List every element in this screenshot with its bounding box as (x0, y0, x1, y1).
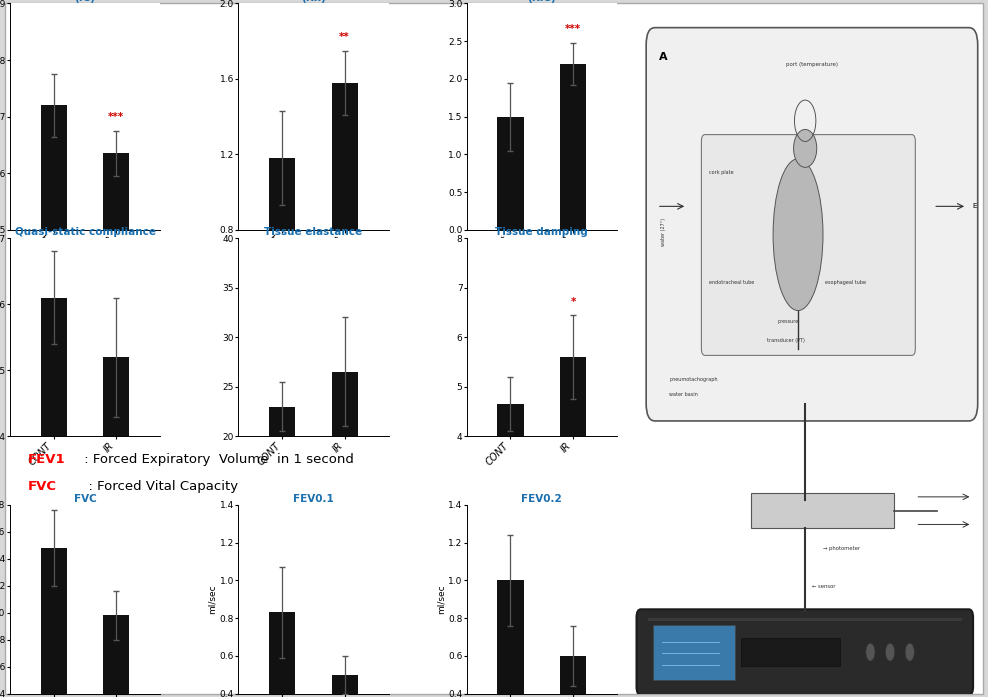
Bar (103, 357, 129, 697)
Bar (497, 116, 524, 230)
Bar (41, 548, 67, 697)
Text: water basin: water basin (669, 392, 699, 397)
Bar (332, 675, 358, 694)
Text: ***: *** (565, 24, 581, 33)
Bar (332, 372, 358, 436)
Text: A: A (659, 52, 667, 62)
Text: endotracheal tube: endotracheal tube (708, 279, 754, 285)
Bar (560, 64, 586, 230)
Text: port (temperature): port (temperature) (785, 62, 838, 67)
Bar (103, 153, 129, 513)
Ellipse shape (773, 159, 823, 311)
Title: FEV0.1: FEV0.1 (293, 494, 334, 504)
Bar (497, 581, 524, 694)
Bar (41, 105, 67, 230)
Y-axis label: ml/sec: ml/sec (437, 584, 446, 614)
Bar (560, 656, 586, 694)
Title: Quasi-static compliance: Quasi-static compliance (15, 227, 155, 238)
Text: : Forced Expiratory  Volume  in 1 second: : Forced Expiratory Volume in 1 second (80, 452, 354, 466)
Bar (41, 548, 67, 694)
Text: pneumotachograph: pneumotachograph (669, 377, 718, 382)
Bar (332, 83, 358, 230)
Bar (269, 613, 295, 697)
Bar (497, 404, 524, 436)
Text: **p<0.01 vs. control: **p<0.01 vs. control (238, 357, 327, 366)
Text: ***: *** (109, 112, 124, 122)
Text: **: ** (339, 31, 350, 42)
FancyBboxPatch shape (646, 28, 978, 421)
Text: ***p<0.001 vs. control: ***p<0.001 vs. control (466, 357, 565, 366)
FancyBboxPatch shape (653, 625, 735, 680)
Text: → photometer: → photometer (823, 546, 860, 551)
Bar (103, 153, 129, 230)
Text: ← sensor: ← sensor (812, 584, 836, 589)
Title: Tissue damping: Tissue damping (495, 227, 588, 238)
Circle shape (885, 643, 895, 661)
FancyBboxPatch shape (751, 493, 894, 528)
Bar (269, 406, 295, 436)
Bar (560, 64, 586, 230)
Title: Airway constriction
(Rrs): Airway constriction (Rrs) (485, 0, 599, 3)
Bar (103, 615, 129, 697)
Text: ***p<0.001 vs. control: ***p<0.001 vs. control (10, 357, 109, 366)
Bar (560, 357, 586, 436)
FancyBboxPatch shape (741, 638, 841, 666)
Bar (41, 298, 67, 697)
Text: esophageal tube: esophageal tube (825, 279, 865, 285)
FancyBboxPatch shape (701, 135, 915, 355)
Circle shape (905, 643, 915, 661)
Text: pressure: pressure (778, 319, 798, 324)
FancyBboxPatch shape (648, 618, 961, 621)
Bar (41, 298, 67, 436)
Title: Central airway resistance
(Rn): Central airway resistance (Rn) (238, 0, 388, 3)
Title: FVC: FVC (74, 494, 97, 504)
Bar (497, 404, 524, 634)
Bar (560, 357, 586, 634)
Text: transducer (PT): transducer (PT) (767, 338, 805, 343)
Y-axis label: ml/sec: ml/sec (207, 584, 217, 614)
Ellipse shape (793, 130, 817, 167)
Text: E: E (972, 204, 977, 209)
Bar (332, 372, 358, 634)
Title: Inspiratory Capacity
(IC): Inspiratory Capacity (IC) (26, 0, 145, 3)
Title: Tissue elastance: Tissue elastance (265, 227, 363, 238)
Bar (497, 581, 524, 697)
Text: : Forced Vital Capacity: : Forced Vital Capacity (80, 480, 238, 493)
Bar (41, 105, 67, 513)
FancyBboxPatch shape (636, 609, 973, 695)
Text: cork plate: cork plate (708, 170, 733, 175)
Bar (497, 116, 524, 230)
Bar (332, 675, 358, 697)
Bar (269, 613, 295, 694)
Title: FEV0.2: FEV0.2 (522, 494, 562, 504)
Text: *: * (570, 297, 576, 307)
Bar (560, 656, 586, 697)
Bar (103, 615, 129, 694)
Text: water (27°): water (27°) (662, 217, 667, 245)
Bar (269, 158, 295, 381)
Text: FEV1: FEV1 (28, 452, 66, 466)
Circle shape (865, 643, 875, 661)
Text: FVC: FVC (28, 480, 57, 493)
Bar (269, 158, 295, 230)
Bar (332, 83, 358, 381)
Bar (103, 357, 129, 436)
Bar (269, 406, 295, 634)
